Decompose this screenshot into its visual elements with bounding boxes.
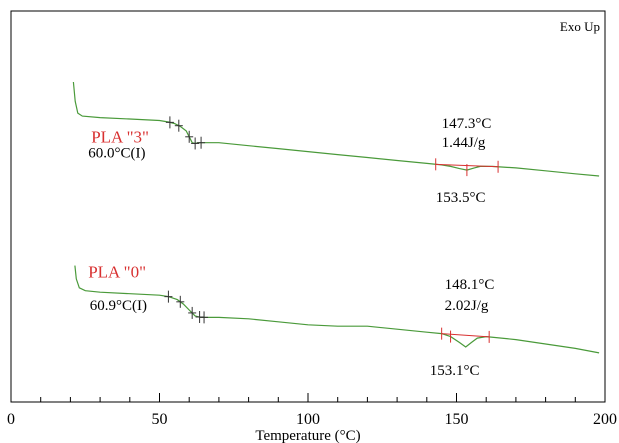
series-name-label: PLA "3" <box>91 128 149 147</box>
series-2: PLA "0" 60.9°C(I) 148.1°C 2.02J/g 153.1°C <box>74 262 600 379</box>
x-axis-tick-labels: 0 50 100 150 200 <box>7 411 617 428</box>
x-tick-label: 0 <box>7 411 15 428</box>
x-tick-label: 50 <box>152 411 168 428</box>
data-annotation: 1.44J/g <box>442 135 486 151</box>
series-line <box>72 81 600 177</box>
series-layer: PLA "3"60.0°C(I)147.3°C1.44J/g153.5°CPLA… <box>72 81 600 379</box>
series-line <box>74 265 600 354</box>
data-annotation: 2.02J/g <box>445 298 489 314</box>
x-axis-ticks <box>10 393 606 402</box>
x-axis-label: Temperature (°C) <box>255 428 360 443</box>
exo-up-label: Exo Up <box>560 19 600 34</box>
data-annotation: 147.3°C <box>442 116 492 132</box>
series-1: PLA "3"60.0°C(I) 147.3°C 1.44J/g 153.5°C <box>72 81 600 206</box>
x-tick-label: 200 <box>593 411 617 428</box>
x-tick-label: 150 <box>445 411 469 428</box>
data-annotation: 153.1°C <box>430 363 480 379</box>
peak-baseline <box>441 333 490 338</box>
plot-frame <box>10 10 606 403</box>
series-name-label: PLA "0" <box>88 262 146 281</box>
data-annotation: 60.9°C(I) <box>90 298 147 314</box>
data-annotation: 60.0°C(I) <box>88 146 145 162</box>
data-annotation: 148.1°C <box>445 277 495 293</box>
data-annotation: 153.5°C <box>436 190 486 206</box>
x-tick-label: 100 <box>296 411 320 428</box>
